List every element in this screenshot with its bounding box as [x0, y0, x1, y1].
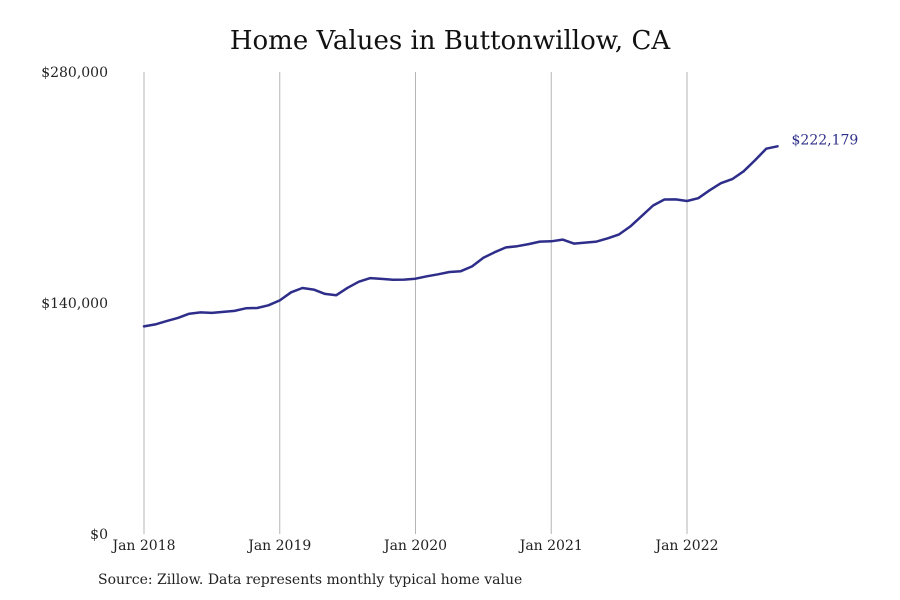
- data-point: [629, 225, 631, 227]
- data-labels: $222,179: [792, 132, 859, 148]
- data-point: [414, 278, 416, 280]
- data-point: [143, 325, 145, 327]
- data-point: [471, 265, 473, 267]
- data-point: [188, 313, 190, 315]
- data-point: [233, 310, 235, 312]
- data-point: [369, 277, 371, 279]
- data-point: [584, 241, 586, 243]
- data-point: [505, 246, 507, 248]
- data-point: [539, 240, 541, 242]
- data-point: [663, 198, 665, 200]
- data-point: [686, 200, 688, 202]
- data-point: [177, 317, 179, 319]
- data-point: [460, 270, 462, 272]
- data-point: [776, 145, 778, 147]
- data-point: [324, 293, 326, 295]
- data-point: [301, 287, 303, 289]
- data-point: [618, 233, 620, 235]
- gridlines: [143, 72, 688, 534]
- y-axis-ticks: $280,000 $140,000 $0: [41, 65, 108, 543]
- data-point: [211, 312, 213, 314]
- data-point: [675, 198, 677, 200]
- x-axis-ticks: Jan 2018 Jan 2019 Jan 2020 Jan 2021 Jan 2022: [110, 538, 718, 554]
- data-point: [697, 197, 699, 199]
- data-point: [494, 251, 496, 253]
- data-point: [527, 243, 529, 245]
- data-point: [595, 240, 597, 242]
- data-point: [448, 271, 450, 273]
- data-point: [573, 242, 575, 244]
- end-value-label: $222,179: [792, 132, 859, 148]
- data-point: [720, 182, 722, 184]
- data-point: [765, 148, 767, 150]
- y-tick-label: $280,000: [41, 65, 108, 81]
- data-point: [256, 307, 258, 309]
- x-tick-label: Jan 2021: [518, 538, 583, 554]
- data-point: [358, 281, 360, 283]
- data-point: [652, 204, 654, 206]
- data-point: [245, 307, 247, 309]
- data-point: [708, 189, 710, 191]
- data-point: [290, 291, 292, 293]
- data-point: [516, 245, 518, 247]
- data-point: [222, 311, 224, 313]
- source-note: Source: Zillow. Data represents monthly …: [98, 572, 523, 588]
- data-point: [641, 215, 643, 217]
- series-layer: [142, 145, 779, 328]
- chart-title: Home Values in Buttonwillow, CA: [229, 26, 671, 56]
- data-point: [165, 320, 167, 322]
- y-tick-label: $0: [90, 527, 108, 543]
- data-point: [426, 275, 428, 277]
- data-point: [279, 299, 281, 301]
- y-tick-label: $140,000: [41, 296, 108, 312]
- data-point: [742, 170, 744, 172]
- data-point: [335, 294, 337, 296]
- x-tick-label: Jan 2022: [653, 538, 718, 554]
- data-point: [380, 278, 382, 280]
- data-point: [346, 287, 348, 289]
- series-line: [142, 145, 779, 328]
- data-point: [392, 279, 394, 281]
- data-point: [731, 178, 733, 180]
- data-point: [437, 273, 439, 275]
- data-point: [199, 311, 201, 313]
- data-point: [482, 257, 484, 259]
- data-point: [267, 304, 269, 306]
- data-point: [403, 278, 405, 280]
- data-point: [550, 240, 552, 242]
- data-point: [754, 159, 756, 161]
- data-point: [154, 323, 156, 325]
- data-point: [561, 238, 563, 240]
- x-tick-label: Jan 2019: [246, 538, 311, 554]
- x-tick-label: Jan 2018: [110, 538, 175, 554]
- data-point: [313, 288, 315, 290]
- x-tick-label: Jan 2020: [382, 538, 447, 554]
- data-point: [607, 237, 609, 239]
